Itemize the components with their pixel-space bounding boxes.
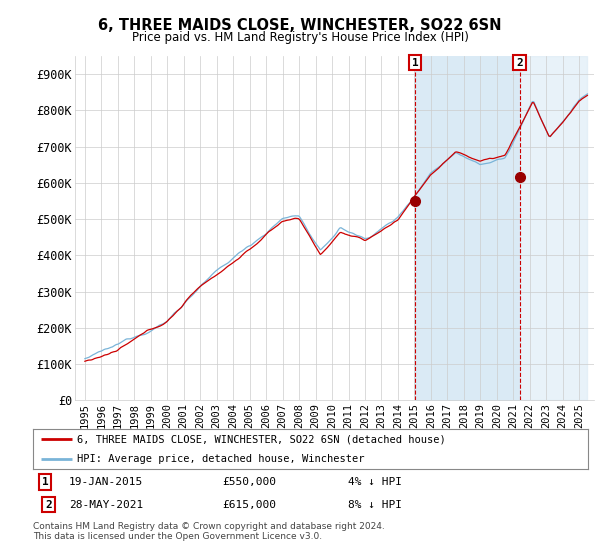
Text: 1: 1 [41, 477, 49, 487]
Text: £550,000: £550,000 [222, 477, 276, 487]
Text: Price paid vs. HM Land Registry's House Price Index (HPI): Price paid vs. HM Land Registry's House … [131, 31, 469, 44]
Text: Contains HM Land Registry data © Crown copyright and database right 2024.
This d: Contains HM Land Registry data © Crown c… [33, 522, 385, 542]
Text: 8% ↓ HPI: 8% ↓ HPI [348, 500, 402, 510]
Text: 2: 2 [45, 500, 52, 510]
Text: 1: 1 [412, 58, 419, 68]
Text: 19-JAN-2015: 19-JAN-2015 [69, 477, 143, 487]
Text: 28-MAY-2021: 28-MAY-2021 [69, 500, 143, 510]
Text: 6, THREE MAIDS CLOSE, WINCHESTER, SO22 6SN (detached house): 6, THREE MAIDS CLOSE, WINCHESTER, SO22 6… [77, 435, 446, 445]
Text: 2: 2 [516, 58, 523, 68]
Text: 6, THREE MAIDS CLOSE, WINCHESTER, SO22 6SN: 6, THREE MAIDS CLOSE, WINCHESTER, SO22 6… [98, 18, 502, 33]
Text: £615,000: £615,000 [222, 500, 276, 510]
Text: 4% ↓ HPI: 4% ↓ HPI [348, 477, 402, 487]
Text: HPI: Average price, detached house, Winchester: HPI: Average price, detached house, Winc… [77, 454, 365, 464]
